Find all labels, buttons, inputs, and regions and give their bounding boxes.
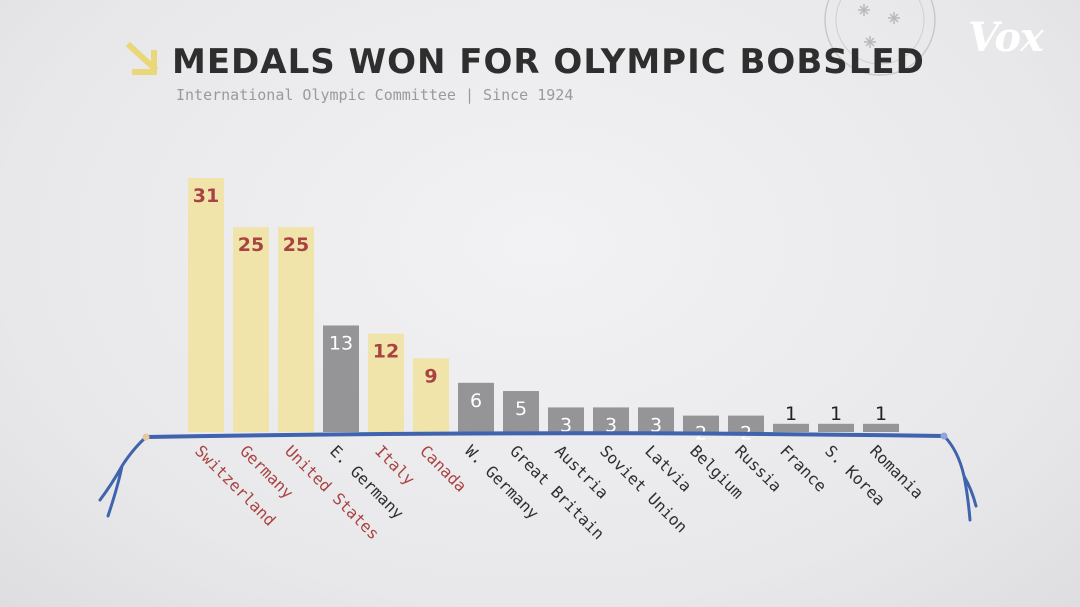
yarn-end-left (98, 435, 148, 518)
bar-value-label: 1 (830, 403, 842, 425)
bar (818, 423, 854, 432)
yarn-end-right (942, 434, 978, 522)
pin-left (142, 433, 150, 441)
bar (368, 333, 404, 432)
bar-value-label: 25 (238, 234, 264, 256)
bar (638, 407, 674, 432)
category-label: Switzerland (191, 441, 279, 529)
bar (683, 415, 719, 432)
bar-value-label: 9 (424, 365, 437, 387)
category-label: Canada (416, 441, 470, 495)
category-label: France (776, 441, 830, 495)
arrow-icon (125, 42, 159, 75)
bar (548, 407, 584, 432)
bar-value-label: 12 (373, 341, 399, 363)
bar (278, 227, 314, 432)
bar-value-label: 13 (329, 332, 353, 354)
decorative-stars-icon (824, 0, 936, 76)
bar-value-label: 6 (470, 390, 482, 412)
bar (458, 382, 494, 432)
bar (413, 358, 449, 432)
bar (323, 325, 359, 432)
bar (773, 423, 809, 432)
bar-value-label: 5 (515, 398, 527, 420)
vox-logo: Vox (968, 14, 1044, 61)
bar (863, 423, 899, 432)
chart-title: MEDALS WON FOR OLYMPIC BOBSLED (172, 42, 925, 82)
bar-value-label: 25 (283, 234, 309, 256)
bar-value-label: 3 (650, 414, 662, 436)
bar-value-label: 1 (875, 403, 887, 425)
bar (188, 178, 224, 432)
baseline-axis (144, 431, 946, 439)
bar-value-label: 3 (605, 414, 617, 436)
bar (233, 227, 269, 432)
bar (593, 407, 629, 432)
bar-value-label: 3 (560, 414, 572, 436)
bar (728, 415, 764, 432)
bar-value-label: 1 (785, 403, 797, 425)
bar (503, 391, 539, 432)
bar-value-label: 31 (193, 185, 219, 207)
chart-subtitle: International Olympic Committee | Since … (176, 86, 574, 104)
pin-right (940, 432, 948, 440)
